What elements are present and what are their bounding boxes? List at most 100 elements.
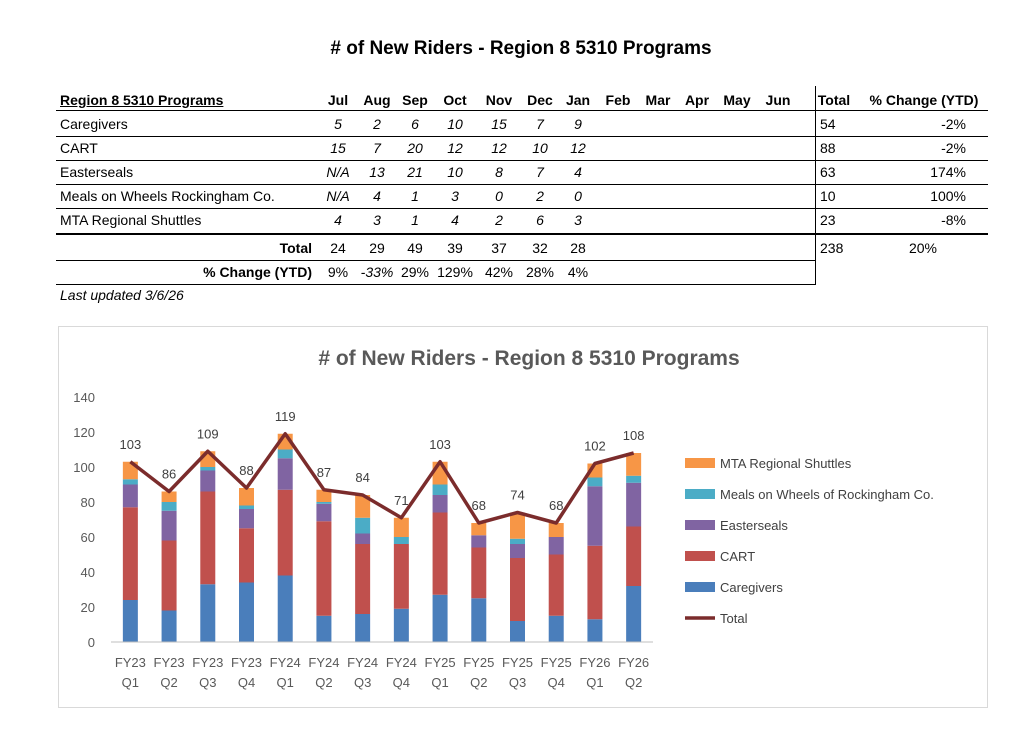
- total-data-label: 109: [197, 426, 219, 441]
- bar-segment: [548, 523, 564, 537]
- legend-label: Easterseals: [720, 518, 788, 533]
- y-tick-label: 140: [73, 390, 95, 405]
- table-rule: [56, 160, 988, 161]
- bar-segment: [510, 558, 525, 621]
- total-data-label: 103: [429, 437, 451, 452]
- month-value: N/A: [326, 188, 350, 204]
- row-pct-change: 100%: [930, 188, 966, 204]
- month-value: 12: [491, 140, 507, 156]
- table-rule: [56, 136, 988, 137]
- table-header-label: Region 8 5310 Programs: [60, 92, 224, 108]
- bar-segment: [587, 486, 603, 546]
- total-data-label: 68: [472, 498, 486, 513]
- chart-title: # of New Riders - Region 8 5310 Programs: [318, 347, 739, 370]
- bar-segment: [355, 517, 371, 534]
- bar-segment: [510, 621, 525, 642]
- grand-pct-change: 20%: [908, 240, 937, 256]
- x-tick-label: FY26: [618, 655, 649, 670]
- x-tick-label: Q1: [431, 675, 448, 690]
- total-data-label: 86: [162, 467, 176, 482]
- x-tick-label: Q2: [315, 675, 332, 690]
- legend-swatch: [685, 489, 715, 499]
- x-tick-label: FY24: [308, 655, 339, 670]
- bar-segment: [471, 598, 487, 642]
- legend-label: Meals on Wheels of Rockingham Co.: [720, 487, 934, 502]
- month-value: 0: [495, 188, 503, 204]
- bar-segment: [161, 610, 177, 642]
- total-line: [129, 432, 635, 525]
- bar-segment: [626, 482, 642, 527]
- row-pct-change: 174%: [930, 164, 966, 180]
- bar-segment: [239, 505, 254, 509]
- x-tick-label: Q4: [548, 675, 565, 690]
- bar-segment: [393, 537, 409, 544]
- month-header: Oct: [443, 92, 467, 108]
- bar-segment: [200, 584, 216, 642]
- row-total: 54: [820, 116, 836, 132]
- chart-panel: # of New Riders - Region 8 5310 Programs…: [58, 326, 988, 708]
- bar-segment: [122, 507, 138, 600]
- legend-label: Total: [720, 611, 748, 626]
- total-value: 37: [491, 240, 507, 256]
- bar-segment: [355, 495, 371, 518]
- pct-value: 42%: [484, 264, 514, 280]
- y-tick-label: 0: [88, 635, 95, 650]
- month-value: 4: [451, 212, 459, 228]
- x-tick-label: FY23: [154, 655, 185, 670]
- row-total: 10: [820, 188, 836, 204]
- stacked-bar-chart: # of New Riders - Region 8 5310 Programs…: [73, 347, 934, 690]
- month-value: 6: [536, 212, 544, 228]
- y-tick-label: 80: [81, 495, 95, 510]
- bar-segment: [239, 528, 254, 583]
- x-tick-label: Q2: [160, 675, 177, 690]
- month-value: 15: [491, 116, 507, 132]
- total-data-label: 103: [120, 437, 142, 452]
- pct-value: 29%: [400, 264, 430, 280]
- table-rule: [56, 284, 816, 285]
- month-value: 7: [373, 140, 381, 156]
- month-value: 0: [574, 188, 582, 204]
- month-value: 1: [411, 212, 419, 228]
- month-value: 13: [369, 164, 385, 180]
- x-tick-label: FY26: [579, 655, 610, 670]
- bar-segment: [239, 509, 254, 529]
- month-value: 4: [574, 164, 582, 180]
- bar-segment: [393, 517, 409, 537]
- row-total: 63: [820, 164, 836, 180]
- row-pct-change: -2%: [941, 116, 966, 132]
- month-value: 1: [411, 188, 419, 204]
- pct-value: 28%: [525, 264, 555, 280]
- x-tick-label: Q4: [393, 675, 410, 690]
- month-header: Feb: [605, 92, 631, 108]
- table-rule: [56, 208, 988, 209]
- table-rule: [56, 233, 988, 235]
- month-header: Dec: [527, 92, 553, 108]
- month-value: 6: [411, 116, 419, 132]
- month-value: 2: [495, 212, 503, 228]
- bar-segment: [122, 600, 138, 642]
- bar-segment: [200, 470, 216, 492]
- month-header: Apr: [684, 92, 710, 108]
- x-tick-label: Q4: [238, 675, 255, 690]
- legend-swatch: [685, 551, 715, 561]
- month-header: Nov: [485, 92, 513, 108]
- bar-segment: [587, 545, 603, 620]
- bar-segment: [316, 503, 332, 522]
- month-value: 3: [574, 212, 582, 228]
- bar-segment: [393, 544, 409, 609]
- month-value: 3: [451, 188, 459, 204]
- legend-label: CART: [720, 549, 755, 564]
- month-value: 5: [334, 116, 342, 132]
- x-tick-label: FY24: [270, 655, 301, 670]
- month-value: N/A: [326, 164, 350, 180]
- month-value: 12: [570, 140, 586, 156]
- row-total: 88: [820, 140, 836, 156]
- table-title: # of New Riders - Region 8 5310 Programs: [330, 38, 712, 59]
- legend-swatch: [685, 582, 715, 592]
- bar-segment: [161, 510, 177, 541]
- x-tick-label: FY23: [115, 655, 146, 670]
- y-tick-label: 60: [81, 530, 95, 545]
- bar-segment: [626, 453, 642, 476]
- legend-label: MTA Regional Shuttles: [720, 456, 852, 471]
- bar-segment: [432, 512, 448, 595]
